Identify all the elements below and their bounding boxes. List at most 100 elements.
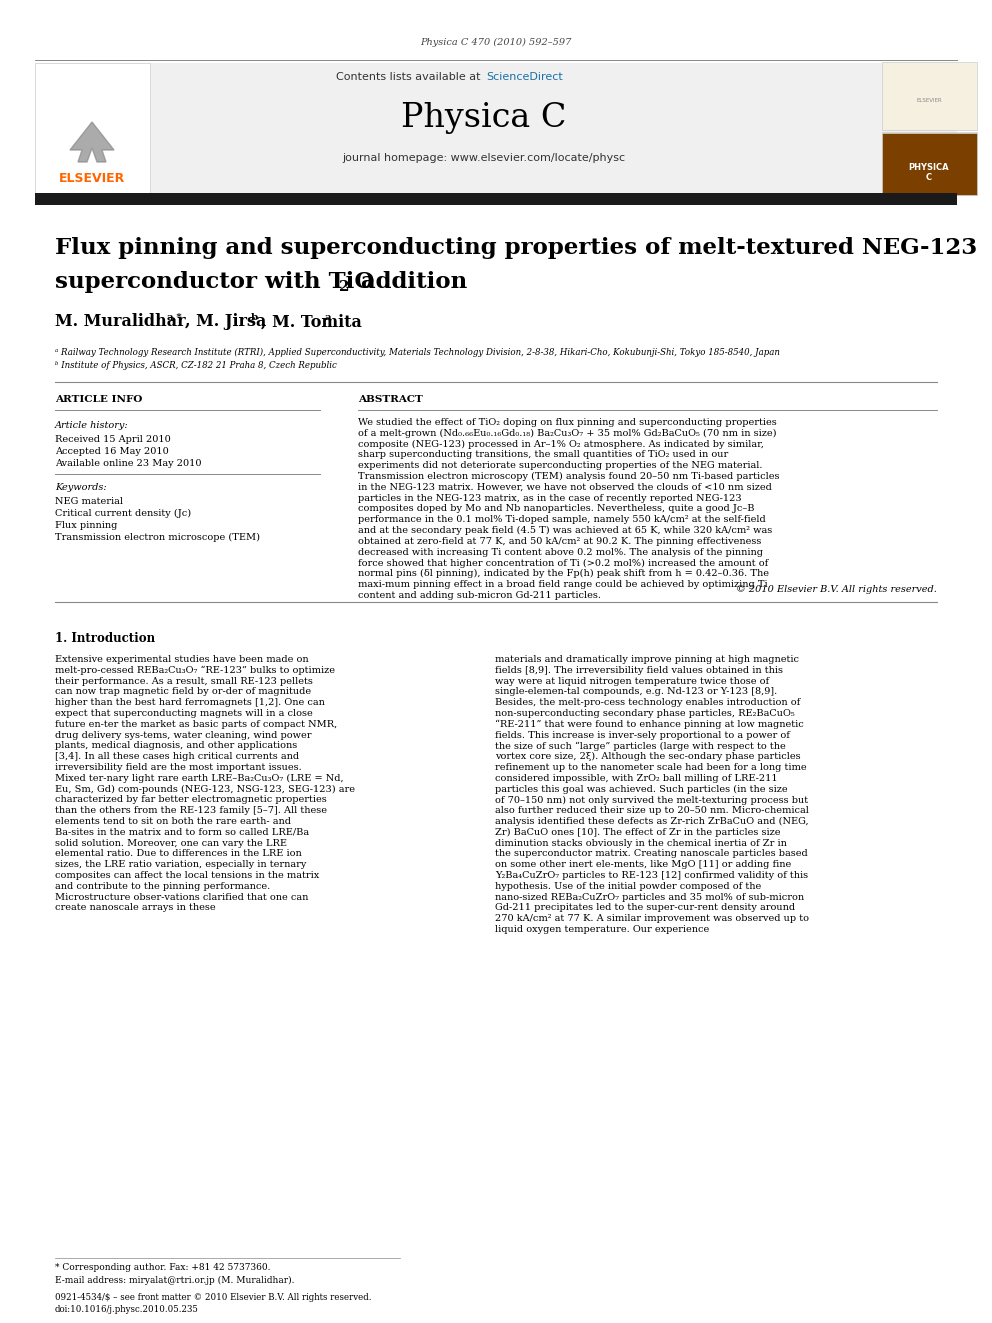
Text: non-superconducting secondary phase particles, RE₂BaCuO₅: non-superconducting secondary phase part…: [495, 709, 795, 718]
Text: solid solution. Moreover, one can vary the LRE: solid solution. Moreover, one can vary t…: [55, 839, 287, 848]
Text: ScienceDirect: ScienceDirect: [486, 71, 562, 82]
Text: , M. Tomita: , M. Tomita: [261, 314, 362, 331]
Text: [3,4]. In all these cases high critical currents and: [3,4]. In all these cases high critical …: [55, 753, 300, 761]
Text: ELSEVIER: ELSEVIER: [59, 172, 125, 184]
Text: b: b: [251, 312, 258, 321]
Bar: [35, 64, 957, 194]
Text: sharp superconducting transitions, the small quantities of TiO₂ used in our: sharp superconducting transitions, the s…: [358, 450, 728, 459]
Text: expect that superconducting magnets will in a close: expect that superconducting magnets will…: [55, 709, 312, 718]
Text: obtained at zero-field at 77 K, and 50 kA/cm² at 90.2 K. The pinning effectivene: obtained at zero-field at 77 K, and 50 k…: [358, 537, 762, 546]
Text: and at the secondary peak field (4.5 T) was achieved at 65 K, while 320 kA/cm² w: and at the secondary peak field (4.5 T) …: [358, 527, 772, 534]
Bar: [882, 62, 977, 130]
Text: drug delivery sys-tems, water cleaning, wind power: drug delivery sys-tems, water cleaning, …: [55, 730, 311, 740]
Text: create nanoscale arrays in these: create nanoscale arrays in these: [55, 904, 215, 913]
Text: characterized by far better electromagnetic properties: characterized by far better electromagne…: [55, 795, 326, 804]
Text: content and adding sub-micron Gd-211 particles.: content and adding sub-micron Gd-211 par…: [358, 591, 601, 599]
Text: elements tend to sit on both the rare earth- and: elements tend to sit on both the rare ea…: [55, 818, 291, 826]
Text: 0921-4534/$ – see front matter © 2010 Elsevier B.V. All rights reserved.: 0921-4534/$ – see front matter © 2010 El…: [55, 1294, 371, 1303]
Text: composites doped by Mo and Nb nanoparticles. Nevertheless, quite a good Jc–B: composites doped by Mo and Nb nanopartic…: [358, 504, 755, 513]
Text: ᵇ Institute of Physics, ASCR, CZ-182 21 Praha 8, Czech Republic: ᵇ Institute of Physics, ASCR, CZ-182 21 …: [55, 360, 337, 369]
Text: Keywords:: Keywords:: [55, 483, 106, 492]
Text: elemental ratio. Due to differences in the LRE ion: elemental ratio. Due to differences in t…: [55, 849, 302, 859]
Text: particles in the NEG-123 matrix, as in the case of recently reported NEG-123: particles in the NEG-123 matrix, as in t…: [358, 493, 742, 503]
Text: refinement up to the nanometer scale had been for a long time: refinement up to the nanometer scale had…: [495, 763, 806, 773]
Text: experiments did not deteriorate superconducting properties of the NEG material.: experiments did not deteriorate supercon…: [358, 462, 763, 470]
Text: M. Muralidhar: M. Muralidhar: [55, 314, 186, 331]
Text: Transmission electron microscopy (TEM) analysis found 20–50 nm Ti-based particle: Transmission electron microscopy (TEM) a…: [358, 472, 780, 482]
Text: hypothesis. Use of the initial powder composed of the: hypothesis. Use of the initial powder co…: [495, 882, 761, 890]
Text: Article history:: Article history:: [55, 421, 129, 430]
Text: Besides, the melt-pro-cess technology enables introduction of: Besides, the melt-pro-cess technology en…: [495, 699, 801, 708]
Text: way were at liquid nitrogen temperature twice those of: way were at liquid nitrogen temperature …: [495, 676, 769, 685]
Text: of 70–150 nm) not only survived the melt-texturing process but: of 70–150 nm) not only survived the melt…: [495, 795, 808, 804]
Text: Physica C: Physica C: [402, 102, 566, 134]
Text: 270 kA/cm² at 77 K. A similar improvement was observed up to: 270 kA/cm² at 77 K. A similar improvemen…: [495, 914, 809, 923]
Text: a: a: [325, 312, 331, 321]
Text: NEG material: NEG material: [55, 496, 123, 505]
Text: Available online 23 May 2010: Available online 23 May 2010: [55, 459, 201, 467]
Text: Critical current density (Jc): Critical current density (Jc): [55, 508, 191, 517]
Text: fields. This increase is inver-sely proportional to a power of: fields. This increase is inver-sely prop…: [495, 730, 790, 740]
Text: E-mail address: miryalat@rtri.or.jp (M. Muralidhar).: E-mail address: miryalat@rtri.or.jp (M. …: [55, 1275, 295, 1285]
Text: vortex core size, 2ξ). Although the sec-ondary phase particles: vortex core size, 2ξ). Although the sec-…: [495, 753, 801, 761]
Text: performance in the 0.1 mol% Ti-doped sample, namely 550 kA/cm² at the self-field: performance in the 0.1 mol% Ti-doped sam…: [358, 515, 766, 524]
Text: C: C: [926, 173, 932, 183]
Text: on some other inert ele-ments, like MgO [11] or adding fine: on some other inert ele-ments, like MgO …: [495, 860, 792, 869]
Text: * Corresponding author. Fax: +81 42 5737360.: * Corresponding author. Fax: +81 42 5737…: [55, 1263, 271, 1273]
Text: “RE-211” that were found to enhance pinning at low magnetic: “RE-211” that were found to enhance pinn…: [495, 720, 804, 729]
Bar: [35, 64, 150, 194]
Text: Zr) BaCuO ones [10]. The effect of Zr in the particles size: Zr) BaCuO ones [10]. The effect of Zr in…: [495, 828, 781, 837]
Text: Contents lists available at: Contents lists available at: [336, 71, 484, 82]
Text: irreversibility field are the most important issues.: irreversibility field are the most impor…: [55, 763, 302, 773]
Text: , M. Jirsa: , M. Jirsa: [185, 314, 267, 331]
Text: and contribute to the pinning performance.: and contribute to the pinning performanc…: [55, 882, 270, 890]
Text: their performance. As a result, small RE-123 pellets: their performance. As a result, small RE…: [55, 676, 312, 685]
Text: plants, medical diagnosis, and other applications: plants, medical diagnosis, and other app…: [55, 741, 298, 750]
Text: PHYSICA: PHYSICA: [909, 163, 949, 172]
Text: sizes, the LRE ratio variation, especially in ternary: sizes, the LRE ratio variation, especial…: [55, 860, 307, 869]
Text: © 2010 Elsevier B.V. All rights reserved.: © 2010 Elsevier B.V. All rights reserved…: [736, 586, 937, 594]
Text: also further reduced their size up to 20–50 nm. Micro-chemical: also further reduced their size up to 20…: [495, 806, 808, 815]
Text: future en-ter the market as basic parts of compact NMR,: future en-ter the market as basic parts …: [55, 720, 337, 729]
Text: can now trap magnetic field by or-der of magnitude: can now trap magnetic field by or-der of…: [55, 688, 311, 696]
Text: Received 15 April 2010: Received 15 April 2010: [55, 434, 171, 443]
Text: Y₂Ba₄CuZrO₇ particles to RE-123 [12] confirmed validity of this: Y₂Ba₄CuZrO₇ particles to RE-123 [12] con…: [495, 871, 808, 880]
Text: Gd-211 precipitates led to the super-cur-rent density around: Gd-211 precipitates led to the super-cur…: [495, 904, 796, 913]
Text: single-elemen-tal compounds, e.g. Nd-123 or Y-123 [8,9].: single-elemen-tal compounds, e.g. Nd-123…: [495, 688, 778, 696]
Text: maxi-mum pinning effect in a broad field range could be achieved by optimizing T: maxi-mum pinning effect in a broad field…: [358, 579, 768, 589]
Text: the superconductor matrix. Creating nanoscale particles based: the superconductor matrix. Creating nano…: [495, 849, 807, 859]
Text: doi:10.1016/j.physc.2010.05.235: doi:10.1016/j.physc.2010.05.235: [55, 1306, 198, 1315]
Text: materials and dramatically improve pinning at high magnetic: materials and dramatically improve pinni…: [495, 655, 799, 664]
Text: normal pins (δl pinning), indicated by the Fp(h) peak shift from h = 0.42–0.36. : normal pins (δl pinning), indicated by t…: [358, 569, 769, 578]
Text: fields [8,9]. The irreversibility field values obtained in this: fields [8,9]. The irreversibility field …: [495, 665, 783, 675]
Text: Eu, Sm, Gd) com-pounds (NEG-123, NSG-123, SEG-123) are: Eu, Sm, Gd) com-pounds (NEG-123, NSG-123…: [55, 785, 355, 794]
Text: nano-sized REBa₂CuZrO₇ particles and 35 mol% of sub-micron: nano-sized REBa₂CuZrO₇ particles and 35 …: [495, 893, 805, 901]
Text: than the others from the RE-123 family [5–7]. All these: than the others from the RE-123 family […: [55, 806, 327, 815]
Polygon shape: [70, 122, 114, 161]
Text: of a melt-grown (Nd₀.₆₆Eu₀.₁₆Gd₀.₁₈) Ba₂Cu₃O₇ + 35 mol% Gd₂BaCuO₅ (70 nm in size: of a melt-grown (Nd₀.₆₆Eu₀.₁₆Gd₀.₁₈) Ba₂…: [358, 429, 777, 438]
Text: particles this goal was achieved. Such particles (in the size: particles this goal was achieved. Such p…: [495, 785, 788, 794]
Text: Ba-sites in the matrix and to form so called LRE/Ba: Ba-sites in the matrix and to form so ca…: [55, 828, 310, 837]
Text: We studied the effect of TiO₂ doping on flux pinning and superconducting propert: We studied the effect of TiO₂ doping on …: [358, 418, 777, 427]
Text: ᵃ Railway Technology Research Institute (RTRI), Applied Superconductivity, Mater: ᵃ Railway Technology Research Institute …: [55, 348, 780, 357]
Text: the size of such “large” particles (large with respect to the: the size of such “large” particles (larg…: [495, 741, 786, 750]
Text: considered impossible, with ZrO₂ ball milling of LRE-211: considered impossible, with ZrO₂ ball mi…: [495, 774, 778, 783]
Text: addition: addition: [353, 271, 467, 292]
Text: in the NEG-123 matrix. However, we have not observed the clouds of <10 nm sized: in the NEG-123 matrix. However, we have …: [358, 483, 772, 492]
Text: journal homepage: www.elsevier.com/locate/physc: journal homepage: www.elsevier.com/locat…: [342, 153, 626, 163]
Text: Accepted 16 May 2010: Accepted 16 May 2010: [55, 446, 169, 455]
Text: Flux pinning and superconducting properties of melt-textured NEG-123: Flux pinning and superconducting propert…: [55, 237, 977, 259]
Bar: [882, 134, 977, 194]
Bar: [35, 193, 957, 205]
Text: melt-pro-cessed REBa₂Cu₃O₇ “RE-123” bulks to optimize: melt-pro-cessed REBa₂Cu₃O₇ “RE-123” bulk…: [55, 665, 335, 675]
Text: analysis identified these defects as Zr-rich ZrBaCuO and (NEG,: analysis identified these defects as Zr-…: [495, 818, 808, 826]
Text: 2: 2: [339, 280, 349, 294]
Text: Microstructure obser-vations clarified that one can: Microstructure obser-vations clarified t…: [55, 893, 309, 901]
Text: ARTICLE INFO: ARTICLE INFO: [55, 396, 143, 405]
Text: 1. Introduction: 1. Introduction: [55, 631, 155, 644]
Text: higher than the best hard ferromagnets [1,2]. One can: higher than the best hard ferromagnets […: [55, 699, 324, 708]
Text: Transmission electron microscope (TEM): Transmission electron microscope (TEM): [55, 532, 260, 541]
Text: Flux pinning: Flux pinning: [55, 520, 117, 529]
Text: Extensive experimental studies have been made on: Extensive experimental studies have been…: [55, 655, 309, 664]
Text: a,*: a,*: [167, 312, 183, 321]
